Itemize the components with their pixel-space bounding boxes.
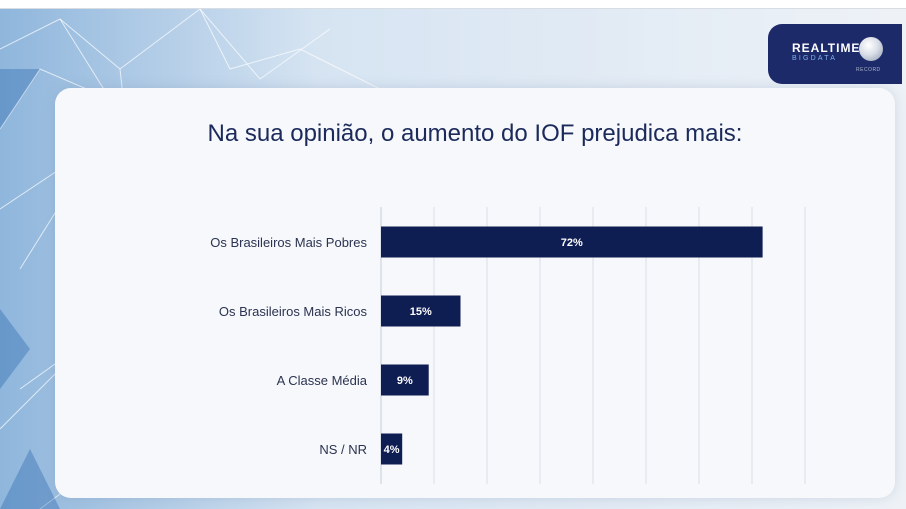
chart-card bbox=[55, 88, 895, 498]
bar bbox=[381, 364, 429, 396]
record-ball-label: RECORD bbox=[856, 67, 881, 73]
record-ball-icon bbox=[859, 37, 883, 61]
category-label: Os Brasileiros Mais Pobres bbox=[210, 235, 367, 250]
data-label: 15% bbox=[410, 306, 432, 318]
bar bbox=[381, 295, 461, 327]
top-rule bbox=[0, 0, 906, 9]
bar bbox=[381, 226, 763, 258]
category-label: Os Brasileiros Mais Ricos bbox=[219, 304, 368, 319]
category-label: A Classe Média bbox=[277, 373, 368, 388]
realtime-bigdata-logo: REALTIME BIGDATA RECORD bbox=[768, 24, 902, 84]
data-label: 9% bbox=[397, 375, 413, 387]
logo-sub-text: BIGDATA bbox=[792, 55, 838, 62]
category-label: NS / NR bbox=[319, 442, 367, 457]
logo-main-text: REALTIME bbox=[792, 41, 861, 55]
data-label: 72% bbox=[561, 237, 583, 249]
bar bbox=[381, 433, 403, 465]
chart-title: Na sua opinião, o aumento do IOF prejudi… bbox=[207, 120, 743, 147]
data-label: 4% bbox=[384, 444, 400, 456]
